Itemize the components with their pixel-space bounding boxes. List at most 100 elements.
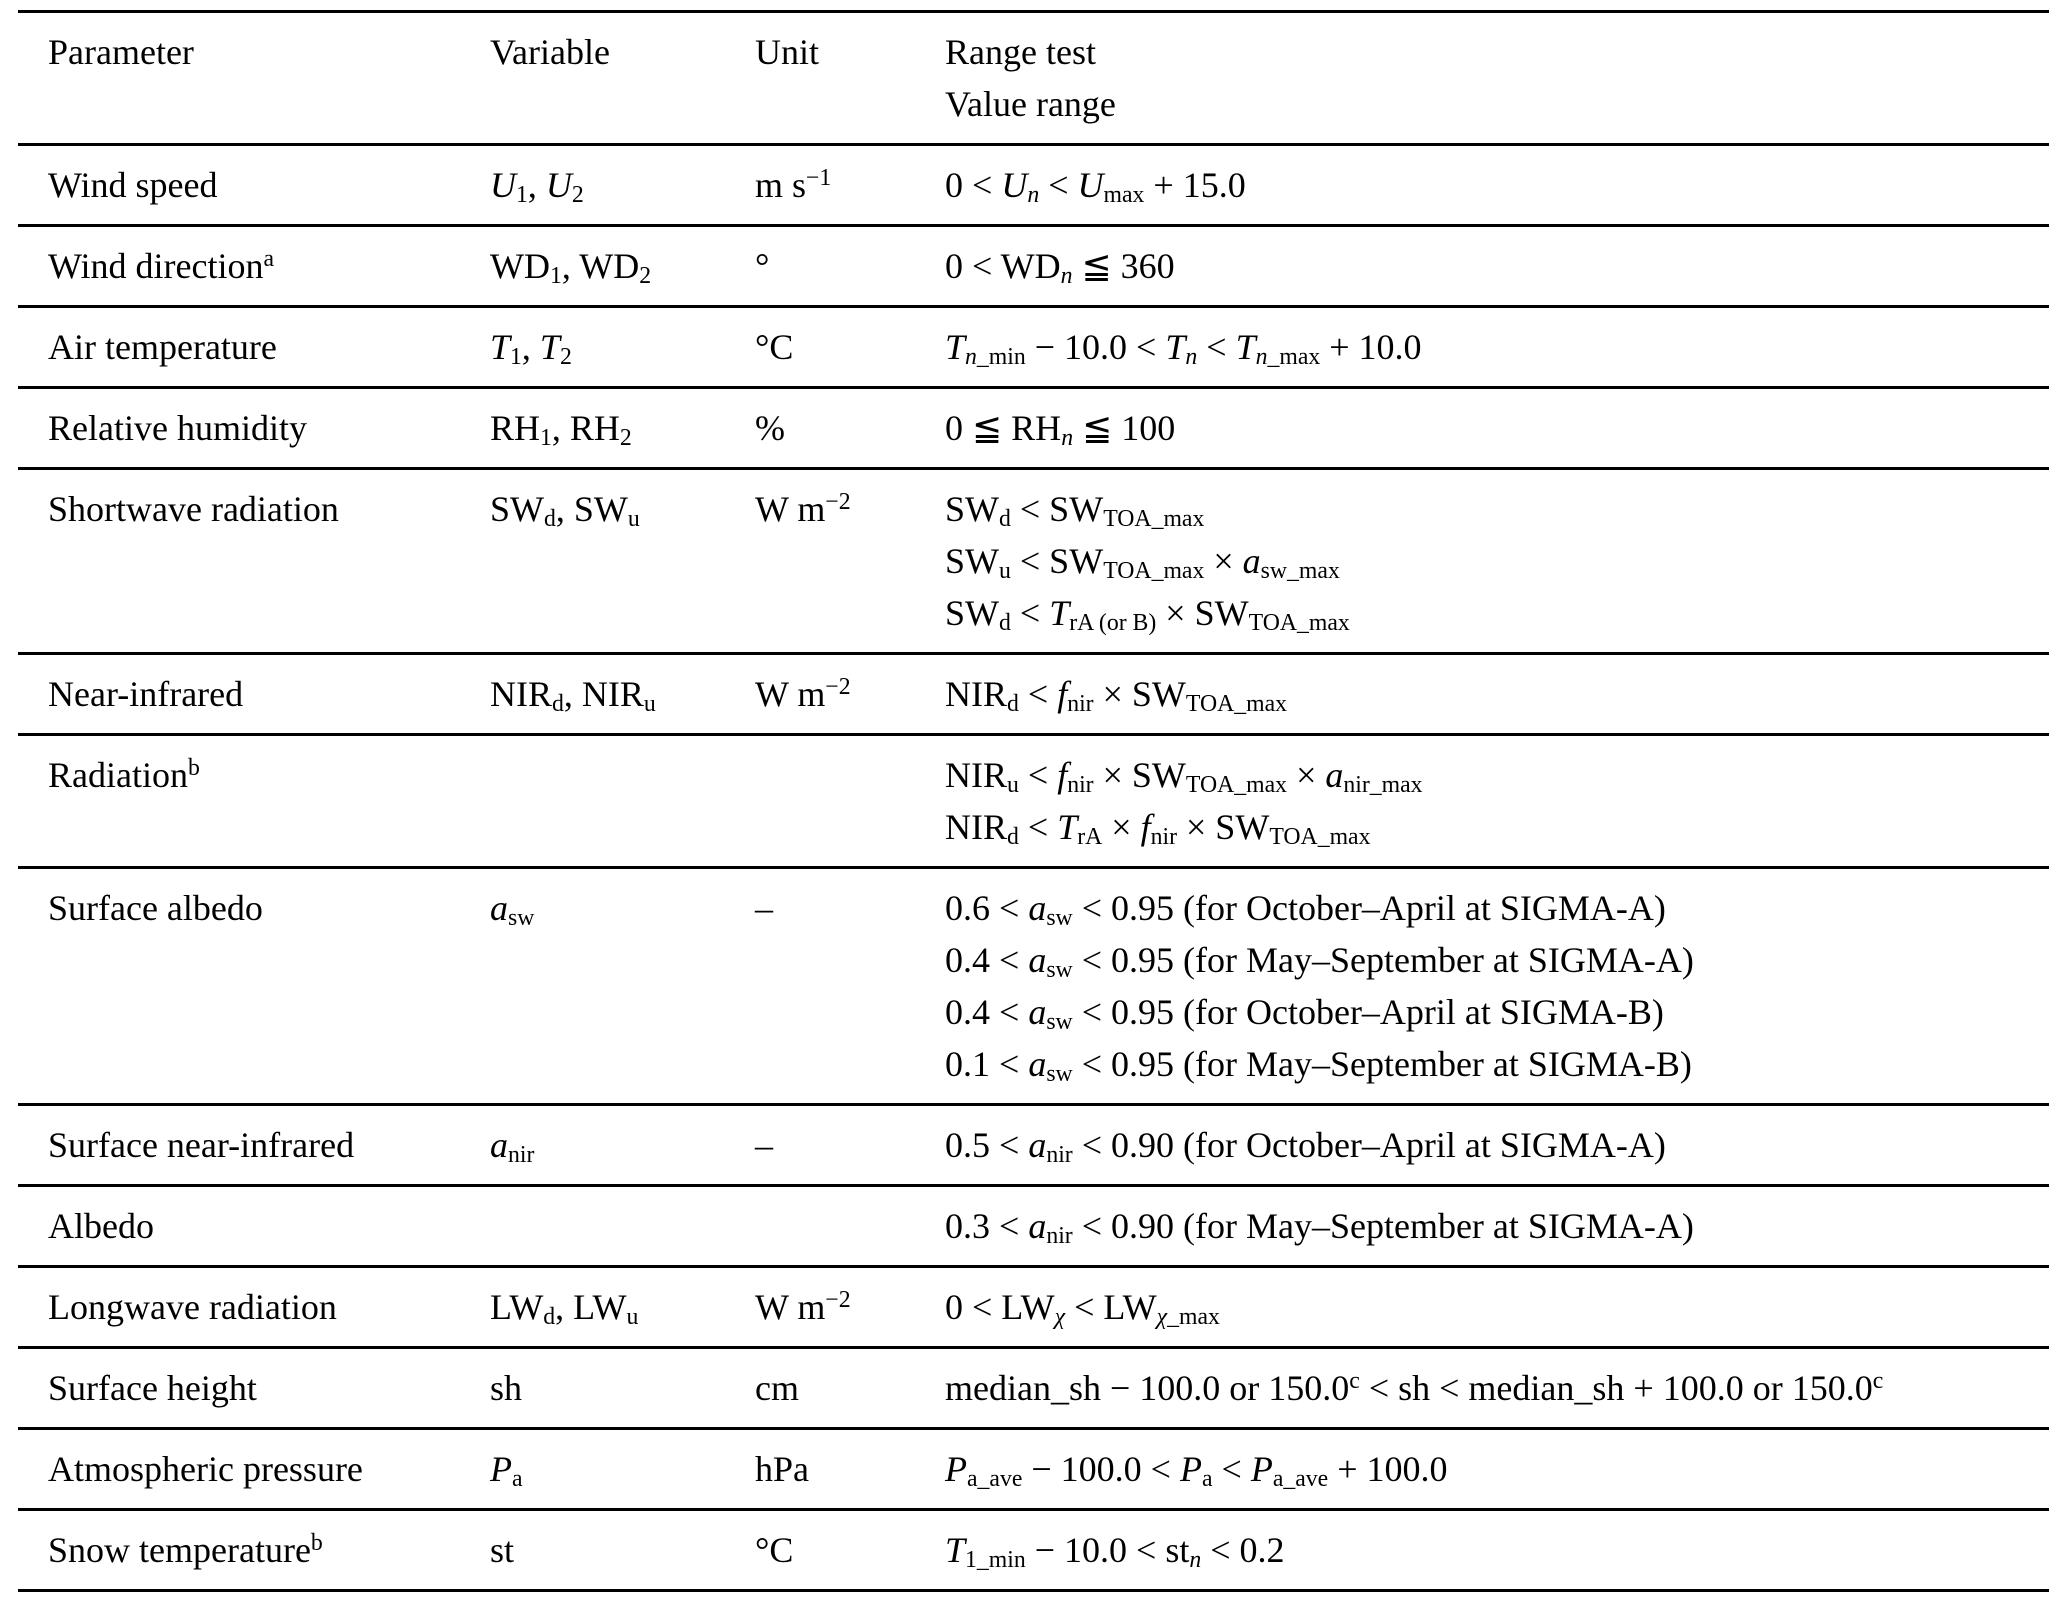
col-header-range-test-line2: Value range [945, 84, 1116, 124]
cell-parameter: Air temperature [48, 327, 277, 367]
cell-parameter: Relative humidity [48, 408, 307, 448]
cell-range-tests: NIRd < fnir × SWTOA_max [915, 654, 2049, 735]
cell-unit: W m−2 [755, 1287, 851, 1327]
cell-parameter: Albedo [48, 1206, 154, 1246]
cell-variable: SWd, SWu [490, 489, 640, 533]
cell-variable: Pa [490, 1449, 523, 1493]
range-test-line: 0.4 < asw < 0.95 (for October–April at S… [945, 992, 1664, 1036]
cell-unit [725, 735, 915, 868]
cell-parameter: Wind directiona [48, 246, 275, 286]
cell-unit: % [755, 408, 785, 448]
cell-variable: LWd, LWu [490, 1287, 639, 1331]
cell-range-tests: 0 < WDn ≦ 360 [915, 226, 2049, 307]
range-test-line: 0 < LWχ < LWχ_max [945, 1287, 1220, 1331]
cell-parameter: Surface near-infrared [48, 1125, 355, 1165]
cell-parameter: Atmospheric pressure [48, 1449, 363, 1489]
cell-variable: RH1, RH2 [490, 408, 632, 452]
col-header-unit: Unit [755, 32, 820, 72]
cell-unit [725, 1186, 915, 1267]
cell-range-tests: NIRu < fnir × SWTOA_max × anir_max NIRd <… [915, 735, 2049, 868]
cell-variable [460, 1186, 725, 1267]
col-header-parameter: Parameter [48, 32, 194, 72]
cell-range-tests: 0 < LWχ < LWχ_max [915, 1267, 2049, 1348]
table-row: Radiationb NIRu < fnir × SWTOA_max × anir… [18, 734, 2049, 868]
table-row: Longwave radiation LWd, LWu W m−2 0 < LWχ <… [18, 1266, 2049, 1348]
range-test-line: median_sh − 100.0 or 150.0c < sh < media… [945, 1368, 1884, 1408]
range-test-line: 0.6 < asw < 0.95 (for October–April at S… [945, 888, 1666, 932]
cell-parameter: Radiationb [48, 755, 200, 795]
range-test-line: SWu < SWTOA_max × asw_max [945, 541, 1340, 585]
range-test-line: T1_min − 10.0 < stn < 0.2 [945, 1530, 1285, 1574]
cell-range-tests: SWd < SWTOA_max SWu < SWTOA_max × asw_max… [915, 469, 2049, 654]
cell-unit: hPa [755, 1449, 809, 1489]
cell-unit: – [755, 1125, 773, 1165]
table-row: Wind speed U1, U2 m s−1 0 < Un < Umax + 15.… [18, 144, 2049, 226]
range-test-line: Pa_ave − 100.0 < Pa < Pa_ave + 100.0 [945, 1449, 1448, 1493]
cell-variable: st [490, 1530, 515, 1570]
header-row: Parameter Variable Unit Range test Value… [18, 11, 2049, 145]
cell-variable: anir [490, 1125, 535, 1169]
table-row: Surface height sh cm median_sh − 100.0 or 1… [18, 1347, 2049, 1429]
cell-range-tests: median_sh − 100.0 or 150.0c < sh < media… [915, 1348, 2049, 1429]
cell-unit: °C [755, 1530, 794, 1570]
cell-range-tests: Pa_ave − 100.0 < Pa < Pa_ave + 100.0 [915, 1429, 2049, 1510]
range-test-line: 0.3 < anir < 0.90 (for May–September at … [945, 1206, 1694, 1250]
cell-range-tests: 0.5 < anir < 0.90 (for October–April at … [915, 1105, 2049, 1186]
cell-unit: m s−1 [755, 165, 832, 205]
range-test-line: SWd < SWTOA_max [945, 489, 1205, 533]
cell-range-tests: 0 ≦ RHn ≦ 100 [915, 388, 2049, 469]
cell-unit: W m−2 [755, 674, 851, 714]
range-test-line: NIRu < fnir × SWTOA_max × anir_max [945, 755, 1423, 799]
col-header-variable: Variable [490, 32, 610, 72]
table-header: Parameter Variable Unit Range test Value… [18, 11, 2049, 145]
cell-unit: – [755, 888, 773, 928]
col-header-range-test: Range test Value range [915, 12, 2049, 145]
table-row: Near-infrared NIRd, NIRu W m−2 NIRd < fnir … [18, 653, 2049, 735]
cell-range-tests: 0.3 < anir < 0.90 (for May–September at … [915, 1186, 2049, 1267]
cell-variable: WD1, WD2 [490, 246, 652, 290]
cell-variable: U1, U2 [490, 165, 584, 209]
cell-range-tests: 0.6 < asw < 0.95 (for October–April at S… [915, 868, 2049, 1105]
qc-range-test-table: Parameter Variable Unit Range test Value… [18, 10, 2049, 1592]
page: Parameter Variable Unit Range test Value… [0, 10, 2067, 1605]
table-row: Snow temperatureb st °C T1_min − 10.0 < stn… [18, 1509, 2049, 1591]
cell-parameter: Surface albedo [48, 888, 263, 928]
range-test-line: NIRd < TrA × fnir × SWTOA_max [945, 807, 1371, 851]
cell-variable: asw [490, 888, 535, 932]
table-row: Air temperature T1, T2 °C Tn_min − 10.0 < T… [18, 306, 2049, 388]
table-row: Wind directiona WD1, WD2 ° 0 < WDn ≦ 360 [18, 225, 2049, 307]
cell-parameter: Near-infrared [48, 674, 244, 714]
table-row: Atmospheric pressure Pa hPa Pa_ave − 100.0 … [18, 1428, 2049, 1510]
cell-variable: T1, T2 [490, 327, 572, 371]
cell-variable: NIRd, NIRu [490, 674, 656, 718]
table-row: Albedo 0.3 < anir < 0.90 (for May–Septemb… [18, 1185, 2049, 1267]
cell-unit: W m−2 [755, 489, 851, 529]
range-test-line: 0.5 < anir < 0.90 (for October–April at … [945, 1125, 1666, 1169]
cell-parameter: Snow temperatureb [48, 1530, 323, 1570]
table-row: Relative humidity RH1, RH2% 0 ≦ RHn ≦ 100 [18, 387, 2049, 469]
cell-range-tests: Tn_min − 10.0 < Tn < Tn_max + 10.0 [915, 307, 2049, 388]
table-row: Surface albedo asw – 0.6 < asw < 0.95 (for … [18, 867, 2049, 1105]
range-test-line: 0 < WDn ≦ 360 [945, 246, 1175, 290]
table-body: Wind speed U1, U2 m s−1 0 < Un < Umax + 15.… [18, 144, 2049, 1591]
range-test-line: Tn_min − 10.0 < Tn < Tn_max + 10.0 [945, 327, 1422, 371]
table-row: Surface near-infrared anir – 0.5 < anir < 0… [18, 1104, 2049, 1186]
cell-unit: °C [755, 327, 794, 367]
range-test-line: 0 < Un < Umax + 15.0 [945, 165, 1246, 209]
range-test-line: SWd < TrA (or B) × SWTOA_max [945, 593, 1350, 637]
cell-variable: sh [490, 1368, 523, 1408]
range-test-line: 0 ≦ RHn ≦ 100 [945, 408, 1176, 452]
table-row: Shortwave radiation SWd, SWu W m−2 SWd < SW… [18, 468, 2049, 654]
cell-parameter: Wind speed [48, 165, 218, 205]
cell-variable [460, 735, 725, 868]
cell-parameter: Longwave radiation [48, 1287, 337, 1327]
cell-parameter: Shortwave radiation [48, 489, 339, 529]
cell-unit: cm [755, 1368, 799, 1408]
cell-range-tests: 0 < Un < Umax + 15.0 [915, 145, 2049, 226]
cell-unit: ° [755, 246, 770, 286]
range-test-line: NIRd < fnir × SWTOA_max [945, 674, 1288, 718]
range-test-line: 0.4 < asw < 0.95 (for May–September at S… [945, 940, 1694, 984]
range-test-line: 0.1 < asw < 0.95 (for May–September at S… [945, 1044, 1692, 1088]
col-header-range-test-line1: Range test [945, 32, 1096, 72]
cell-parameter: Surface height [48, 1368, 257, 1408]
